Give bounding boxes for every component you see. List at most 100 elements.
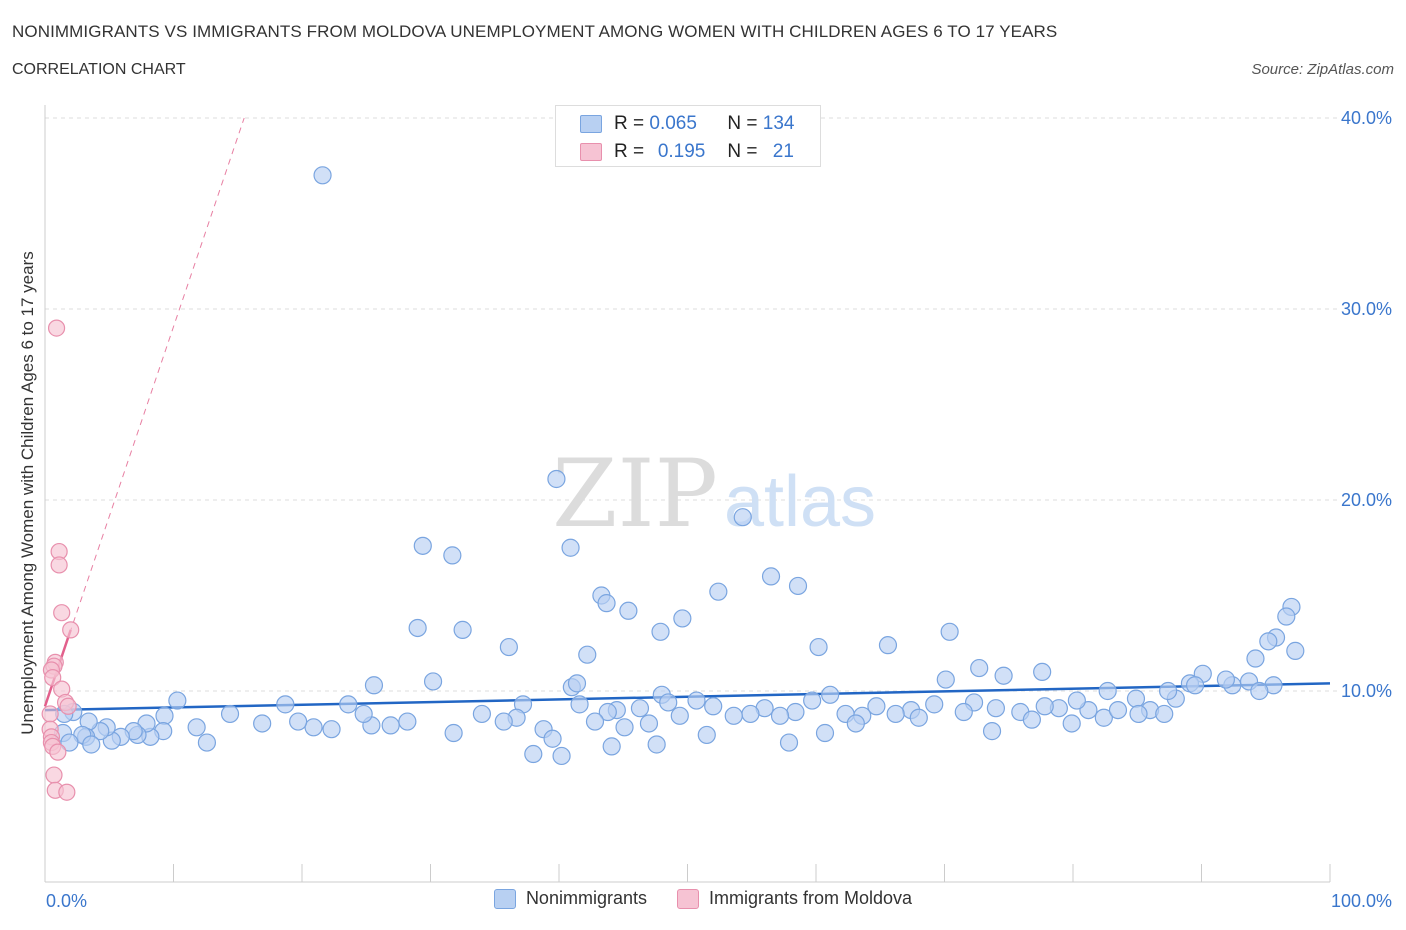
point-moldova	[45, 766, 63, 784]
point-nonimmigrants	[1259, 632, 1278, 651]
point-nonimmigrants	[220, 704, 240, 724]
stats-row-moldova: R = 0.195 N = 21	[580, 140, 794, 164]
point-nonimmigrants	[733, 508, 752, 527]
point-nonimmigrants	[1277, 607, 1296, 626]
point-nonimmigrants	[1062, 714, 1081, 733]
point-nonimmigrants	[639, 714, 659, 733]
x-tick-label: 100.0%	[1331, 891, 1392, 911]
stats-legend: R = 0.065 N = 134 R = 0.195 N = 21	[555, 105, 821, 167]
legend-item-moldova[interactable]: Immigrants from Moldova	[676, 888, 913, 909]
r-label: R =	[614, 113, 650, 134]
point-nonimmigrants	[499, 637, 518, 657]
y-tick-label: 30.0%	[1341, 299, 1392, 319]
point-nonimmigrants	[289, 712, 308, 731]
point-nonimmigrants	[276, 695, 295, 714]
data-points	[41, 166, 1305, 801]
n-label: N =	[727, 141, 763, 162]
point-nonimmigrants	[867, 697, 886, 716]
point-nonimmigrants	[779, 733, 799, 752]
r-label: R =	[614, 141, 650, 162]
point-nonimmigrants	[994, 666, 1013, 685]
point-nonimmigrants	[187, 718, 206, 737]
point-moldova	[44, 669, 62, 687]
point-nonimmigrants	[543, 729, 562, 748]
point-nonimmigrants	[619, 601, 638, 620]
point-nonimmigrants	[940, 622, 959, 641]
point-nonimmigrants	[1185, 676, 1205, 695]
y-tick-label: 10.0%	[1341, 681, 1392, 701]
point-nonimmigrants	[803, 691, 822, 710]
point-nonimmigrants	[444, 723, 463, 743]
point-nonimmigrants	[909, 708, 928, 727]
point-nonimmigrants	[602, 737, 621, 756]
point-moldova	[50, 556, 68, 574]
point-nonimmigrants	[598, 702, 617, 722]
point-nonimmigrants	[821, 685, 840, 704]
point-nonimmigrants	[423, 672, 443, 691]
point-nonimmigrants	[1250, 681, 1269, 701]
point-nonimmigrants	[659, 693, 678, 712]
point-nonimmigrants	[1126, 689, 1146, 708]
tick-labels: 10.0% 20.0% 30.0% 40.0% 0.0% 100.0%	[46, 108, 1392, 911]
point-nonimmigrants	[886, 704, 905, 724]
point-nonimmigrants	[986, 699, 1006, 718]
point-nonimmigrants	[741, 704, 760, 724]
point-nonimmigrants	[354, 704, 373, 724]
point-nonimmigrants	[687, 691, 706, 710]
point-nonimmigrants	[570, 695, 589, 714]
point-nonimmigrants	[670, 706, 689, 725]
point-nonimmigrants	[443, 546, 462, 565]
point-nonimmigrants	[704, 697, 723, 716]
point-nonimmigrants	[304, 718, 323, 737]
trend-line-moldova-extended	[44, 117, 245, 707]
point-nonimmigrants	[494, 712, 513, 731]
point-nonimmigrants	[578, 645, 597, 664]
r-value: 0.195	[657, 141, 706, 162]
point-nonimmigrants	[197, 733, 217, 752]
point-moldova	[58, 783, 76, 801]
point-moldova	[62, 621, 80, 639]
blue-swatch-icon	[493, 888, 516, 909]
point-nonimmigrants	[1035, 697, 1054, 716]
legend-label: Nonimmigrants	[525, 888, 647, 908]
point-nonimmigrants	[1108, 700, 1128, 720]
grid-lines	[45, 117, 1340, 692]
point-nonimmigrants	[60, 733, 79, 752]
point-nonimmigrants	[381, 716, 400, 735]
point-nonimmigrants	[1246, 649, 1265, 668]
point-nonimmigrants	[408, 618, 427, 638]
point-moldova	[59, 697, 77, 715]
legend-item-nonimmigrants[interactable]: Nonimmigrants	[493, 888, 647, 909]
point-nonimmigrants	[567, 674, 587, 693]
legend-label: Immigrants from Moldova	[708, 888, 913, 908]
point-moldova	[49, 743, 67, 761]
point-nonimmigrants	[1158, 681, 1178, 701]
point-nonimmigrants	[364, 676, 384, 695]
r-value: 0.065	[649, 113, 697, 134]
point-nonimmigrants	[547, 469, 566, 489]
point-nonimmigrants	[786, 702, 805, 722]
pink-swatch-icon	[676, 888, 699, 909]
point-nonimmigrants	[815, 723, 835, 743]
source-credit: Source: ZipAtlas.com	[1251, 61, 1394, 78]
point-nonimmigrants	[524, 744, 543, 764]
stats-row-nonimmigrants: R = 0.065 N = 134	[580, 112, 794, 136]
point-nonimmigrants	[1098, 681, 1117, 701]
n-label: N =	[727, 113, 763, 134]
point-nonimmigrants	[82, 735, 101, 754]
point-nonimmigrants	[413, 536, 432, 555]
blue-swatch-icon	[580, 115, 602, 133]
point-nonimmigrants	[724, 706, 743, 725]
point-nonimmigrants	[846, 714, 865, 733]
point-nonimmigrants	[1033, 662, 1052, 682]
series-legend: Nonimmigrants Immigrants from Moldova	[0, 888, 1406, 909]
point-moldova	[47, 319, 66, 337]
point-nonimmigrants	[954, 702, 973, 722]
point-nonimmigrants	[253, 714, 272, 733]
chart-subtitle: CORRELATION CHART	[12, 61, 186, 78]
point-nonimmigrants	[339, 695, 358, 714]
point-nonimmigrants	[597, 594, 616, 613]
point-nonimmigrants	[925, 695, 944, 714]
point-nonimmigrants	[1022, 710, 1041, 729]
